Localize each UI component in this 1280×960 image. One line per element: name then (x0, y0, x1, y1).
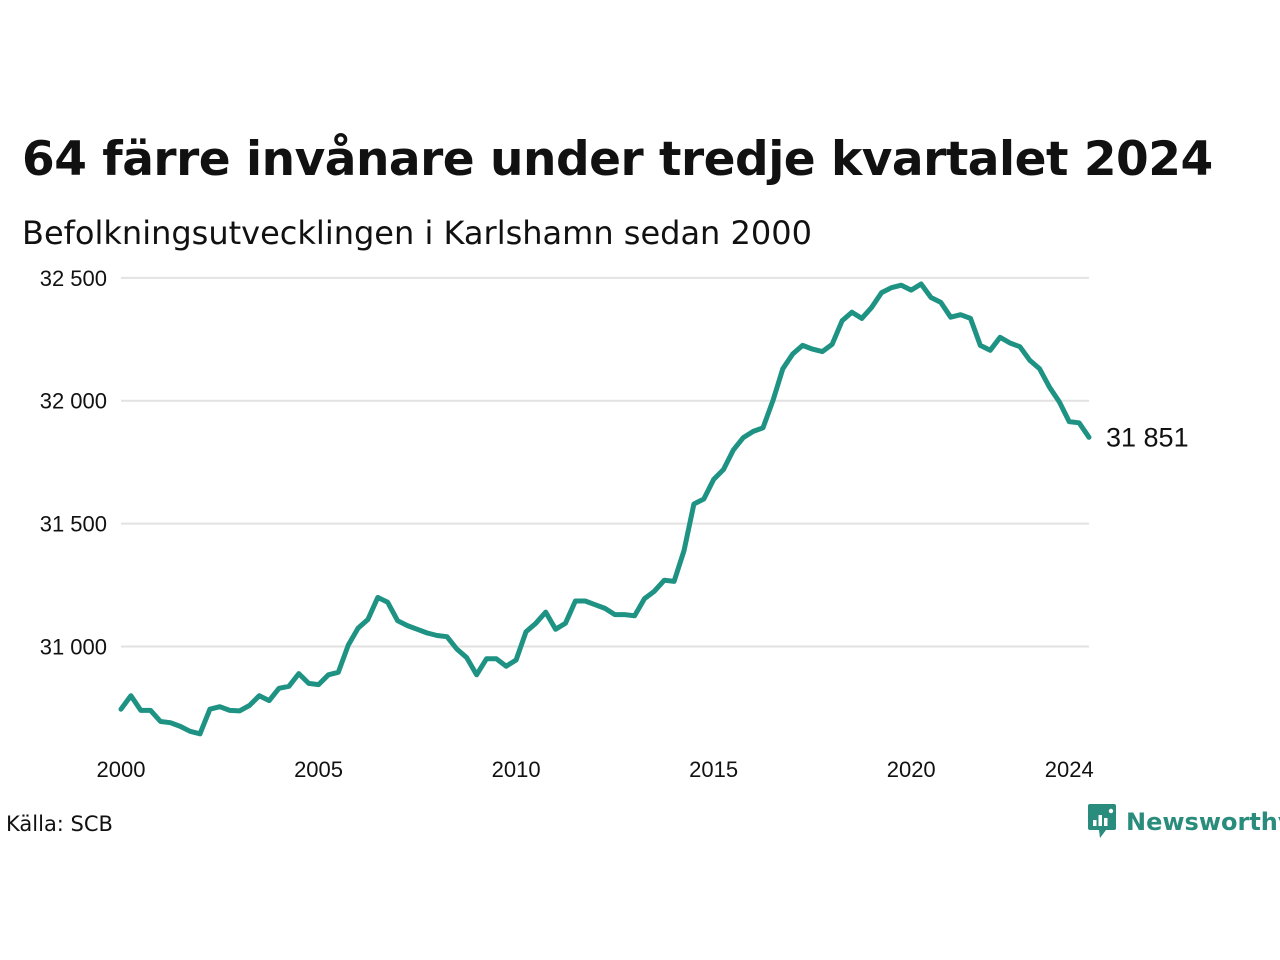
x-tick-label: 2020 (887, 757, 936, 782)
x-tick-label: 2000 (97, 757, 146, 782)
chart-title: 64 färre invånare under tredje kvartalet… (22, 132, 1213, 187)
brand-name: Newsworthy (1126, 808, 1280, 836)
y-tick-label: 31 000 (40, 635, 107, 660)
y-tick-label: 31 500 (40, 512, 107, 537)
newsworthy-logo-icon (1088, 804, 1116, 840)
y-tick-label: 32 000 (40, 389, 107, 414)
series-line (118, 281, 1092, 737)
chart-subtitle: Befolkningsutvecklingen i Karlshamn seda… (22, 214, 812, 252)
x-tick-label: 2010 (492, 757, 541, 782)
x-tick-label: 2005 (294, 757, 343, 782)
end-value-label: 31 851 (1106, 422, 1189, 452)
y-tick-label: 32 500 (40, 266, 107, 291)
source-note: Källa: SCB (6, 812, 113, 836)
x-tick-label: 2015 (689, 757, 738, 782)
brand-logo: Newsworthy (1088, 804, 1280, 840)
x-tick-label: 2024 (1045, 757, 1094, 782)
